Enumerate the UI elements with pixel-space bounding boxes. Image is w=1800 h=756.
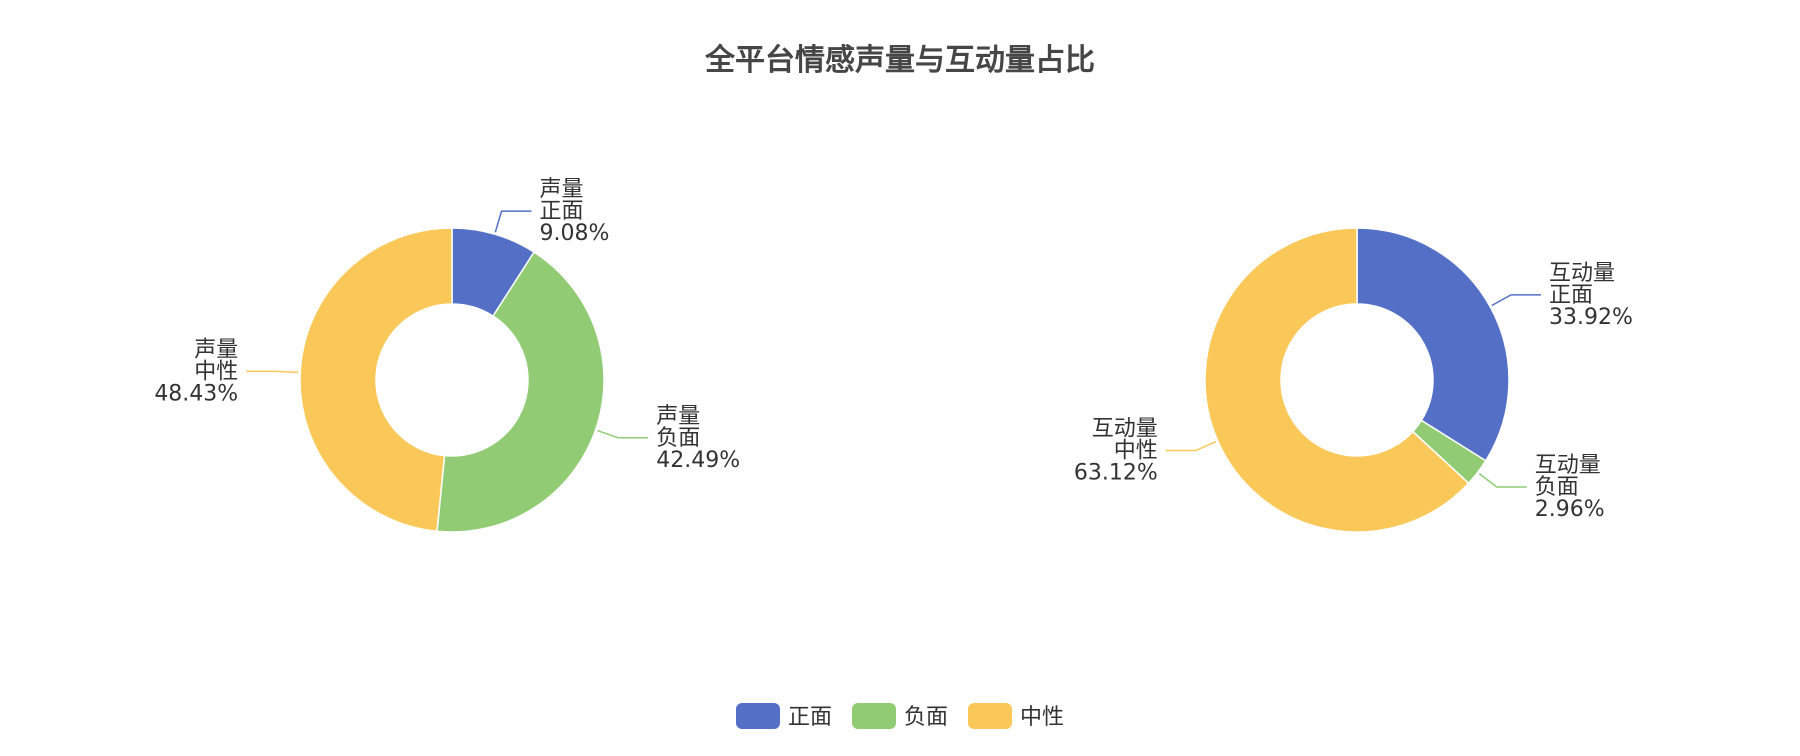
label-slice-percent-1-2: 42.49% — [656, 448, 740, 473]
leader-line-2-2 — [1478, 473, 1527, 488]
donut-charts: 声量正面9.08%声量负面42.49%声量中性48.43%互动量正面33.92%… — [154, 177, 1633, 533]
label-slice-name-1-3: 中性 — [194, 359, 238, 384]
label-series-label-1-3: 声量 — [194, 337, 238, 362]
label-slice-percent-1-1: 9.08% — [540, 221, 610, 246]
label-series-label-2-1: 互动量 — [1549, 261, 1615, 286]
legend-label-2: 负面 — [904, 705, 948, 730]
legend-item-1[interactable]: 正面 — [736, 703, 832, 730]
legend-item-2[interactable]: 负面 — [852, 703, 948, 730]
label-series-label-2-2: 互动量 — [1535, 453, 1601, 478]
slice-2-3[interactable] — [1204, 227, 1470, 533]
chart-title: 全平台情感声量与互动量占比 — [704, 43, 1095, 78]
leader-line-1-2 — [597, 429, 649, 439]
legend: 正面 负面 中性 — [736, 703, 1064, 730]
label-series-label-2-3: 互动量 — [1092, 417, 1158, 442]
leader-line-2-3 — [1165, 441, 1217, 452]
legend-label-3: 中性 — [1020, 705, 1064, 730]
label-slice-percent-2-2: 2.96% — [1535, 497, 1605, 522]
legend-item-3[interactable]: 中性 — [968, 703, 1064, 730]
label-slice-name-2-2: 负面 — [1535, 475, 1579, 500]
label-slice-percent-1-3: 48.43% — [154, 381, 238, 406]
label-slice-name-1-1: 正面 — [540, 199, 584, 224]
label-slice-name-2-1: 正面 — [1549, 283, 1593, 308]
label-slice-name-2-3: 中性 — [1114, 439, 1158, 464]
legend-label-1: 正面 — [788, 705, 832, 730]
legend-swatch-1 — [736, 703, 780, 729]
leader-line-2-1 — [1491, 294, 1542, 307]
slice-2-1[interactable] — [1356, 227, 1510, 462]
label-series-label-1-2: 声量 — [656, 404, 700, 429]
label-slice-percent-2-3: 63.12% — [1074, 461, 1158, 486]
legend-swatch-2 — [852, 703, 896, 729]
legend-swatch-3 — [968, 703, 1012, 729]
slice-1-2[interactable] — [436, 251, 605, 533]
label-slice-name-1-2: 负面 — [656, 426, 700, 451]
label-slice-percent-2-1: 33.92% — [1549, 305, 1633, 330]
leader-line-1-1 — [494, 210, 532, 233]
slice-1-3[interactable] — [299, 227, 453, 533]
leader-line-1-3 — [246, 370, 299, 374]
label-series-label-1-1: 声量 — [540, 177, 584, 202]
